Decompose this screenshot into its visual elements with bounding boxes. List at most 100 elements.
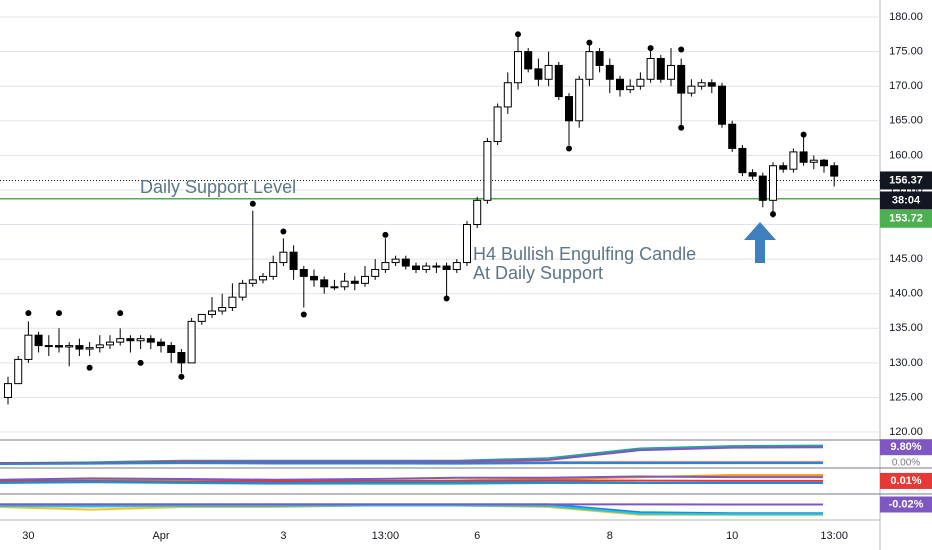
indicator-line <box>0 475 823 481</box>
fractal-dot <box>137 359 144 366</box>
candle-body <box>269 262 278 277</box>
candle-body <box>4 383 12 398</box>
candle-body <box>575 78 584 122</box>
indicator-value-label: 0.01% <box>890 475 921 487</box>
candle-body <box>524 51 533 70</box>
candle-body <box>432 265 441 268</box>
x-tick-label: 30 <box>22 530 34 542</box>
candle-body <box>116 338 125 343</box>
indicator-value-box <box>880 439 932 456</box>
y-tick-label: 170.00 <box>889 80 923 92</box>
candle-body <box>299 268 308 277</box>
candle-body <box>106 341 114 346</box>
candle-body <box>361 275 369 284</box>
y-tick-label: 160.00 <box>889 149 923 161</box>
candle-body <box>728 123 737 149</box>
candle-body <box>493 106 502 143</box>
support-label: 153.72 <box>889 213 923 225</box>
candle-body <box>340 280 349 288</box>
x-tick-label: Apr <box>152 530 169 542</box>
x-tick-label: 10 <box>726 530 738 542</box>
candle-body <box>667 64 675 80</box>
candle-body <box>157 341 165 347</box>
indicator-zero-label: 0.00% <box>892 458 920 469</box>
candle-body <box>595 51 604 66</box>
fractal-dot <box>300 311 307 318</box>
indicator-line <box>0 462 823 465</box>
candle-body <box>187 320 196 364</box>
fractal-dot <box>647 45 654 52</box>
candle-body <box>677 64 686 94</box>
y-tick-label: 125.00 <box>889 391 923 403</box>
candle-body <box>218 307 227 312</box>
candle-body <box>779 165 788 170</box>
candle-body <box>473 199 482 226</box>
candle-body <box>391 258 400 264</box>
fractal-dot <box>566 145 572 152</box>
last-price-label: 156.37 <box>889 174 923 186</box>
candle-body <box>616 78 624 91</box>
candle-body <box>718 85 726 125</box>
indicator-value-label: -0.02% <box>889 498 924 510</box>
x-tick-label: 13:00 <box>820 530 848 542</box>
candle-body <box>279 251 288 264</box>
candle-body <box>422 265 431 270</box>
candle-body <box>146 338 155 343</box>
candle-body <box>452 262 461 270</box>
candle-body <box>748 172 757 177</box>
y-tick-label: 175.00 <box>889 46 923 58</box>
x-tick-label: 6 <box>474 530 480 542</box>
y-tick-label: 120.00 <box>889 426 923 438</box>
fractal-dot <box>249 200 256 207</box>
y-tick-label: 135.00 <box>889 322 923 334</box>
annotation: At Daily Support <box>473 263 603 283</box>
candle-body <box>95 344 104 349</box>
candle-body <box>208 310 216 315</box>
fractal-dot <box>678 46 685 53</box>
candle-body <box>503 82 512 108</box>
candle-body <box>738 147 747 174</box>
last-price-box <box>880 171 932 190</box>
candle-body <box>401 258 410 267</box>
candle-body <box>697 82 706 87</box>
candle-body <box>330 286 339 289</box>
fractal-dot <box>86 364 93 371</box>
y-tick-label: 145.00 <box>889 253 923 265</box>
candle-body <box>14 358 23 385</box>
annotation: Daily Support Level <box>140 177 296 197</box>
candle-body <box>197 313 206 322</box>
countdown-box <box>880 191 932 210</box>
candle-body <box>789 151 798 170</box>
y-tick-label: 130.00 <box>889 357 923 369</box>
candle-body <box>371 268 380 277</box>
candle-body <box>167 345 176 353</box>
fractal-dot <box>586 39 593 46</box>
candle-body <box>554 64 563 98</box>
x-tick-label: 8 <box>607 530 613 542</box>
fractal-dot <box>280 228 287 235</box>
arrow <box>744 222 776 263</box>
fractal-dot <box>678 124 685 131</box>
candle-body <box>483 141 492 201</box>
candle-body <box>238 282 247 298</box>
annotation: H4 Bullish Engulfing Candle <box>473 244 696 264</box>
candle-body <box>626 85 635 91</box>
support-box <box>880 209 932 228</box>
candle-body <box>544 64 553 80</box>
candle-body <box>55 345 63 348</box>
candle-body <box>350 280 359 284</box>
indicator-value-label: 9.80% <box>890 441 921 453</box>
candle-body <box>136 338 145 342</box>
candle-body <box>707 82 716 87</box>
indicator-value-box <box>880 496 932 513</box>
candle-body <box>65 345 74 348</box>
candle-body <box>565 96 573 122</box>
candle-body <box>514 51 522 84</box>
fractal-dot <box>178 373 185 380</box>
y-tick-label: 180.00 <box>889 11 923 23</box>
candle-body <box>442 265 451 270</box>
y-tick-label: 165.00 <box>889 115 923 127</box>
candle-body <box>24 334 33 360</box>
